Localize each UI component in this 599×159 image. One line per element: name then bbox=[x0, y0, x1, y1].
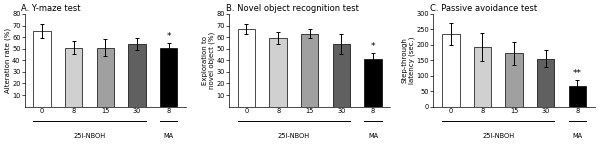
Bar bbox=[474, 47, 491, 107]
Bar bbox=[160, 48, 177, 107]
Text: B. Novel object recognition test: B. Novel object recognition test bbox=[226, 4, 359, 13]
Bar bbox=[128, 44, 146, 107]
Text: *: * bbox=[167, 32, 171, 41]
Bar bbox=[364, 59, 382, 107]
Text: 25I-NBOH: 25I-NBOH bbox=[74, 133, 105, 138]
Text: MA: MA bbox=[164, 133, 174, 138]
Bar bbox=[537, 59, 555, 107]
Bar bbox=[568, 86, 586, 107]
Bar bbox=[96, 48, 114, 107]
Text: MA: MA bbox=[368, 133, 378, 138]
Y-axis label: Alteration rate (%): Alteration rate (%) bbox=[4, 28, 11, 93]
Y-axis label: Exploration to
novel object (%): Exploration to novel object (%) bbox=[201, 32, 215, 89]
Bar bbox=[506, 53, 523, 107]
Text: 25I-NBOH: 25I-NBOH bbox=[278, 133, 310, 138]
Text: *: * bbox=[371, 42, 376, 52]
Bar bbox=[301, 34, 319, 107]
Text: MA: MA bbox=[573, 133, 582, 138]
Bar bbox=[34, 31, 51, 107]
Text: C. Passive avoidance test: C. Passive avoidance test bbox=[430, 4, 537, 13]
Bar bbox=[238, 29, 255, 107]
Bar bbox=[65, 48, 83, 107]
Text: 25I-NBOH: 25I-NBOH bbox=[482, 133, 515, 138]
Text: **: ** bbox=[573, 69, 582, 78]
Bar bbox=[332, 44, 350, 107]
Bar bbox=[442, 34, 459, 107]
Y-axis label: Step-through
latency (sec.): Step-through latency (sec.) bbox=[401, 37, 415, 84]
Text: A. Y-maze test: A. Y-maze test bbox=[22, 4, 81, 13]
Bar bbox=[270, 38, 287, 107]
